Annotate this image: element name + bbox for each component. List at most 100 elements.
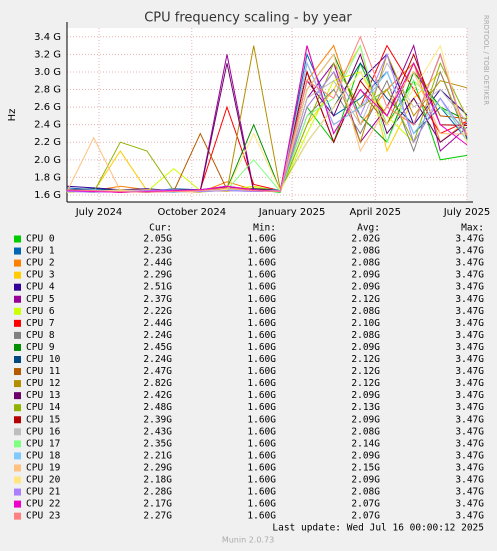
legend-stat: 1.60G: [247, 390, 276, 401]
legend-swatch: [14, 319, 21, 327]
legend-stat: 3.47G: [455, 246, 484, 257]
last-update: Last update: Wed Jul 16 00:00:12 2025: [272, 523, 484, 534]
legend-stat: 2.09G: [351, 475, 380, 486]
chart-title: CPU frequency scaling - by year: [144, 11, 352, 26]
legend-stat: 3.47G: [455, 450, 484, 461]
legend-label: CPU 23: [26, 511, 60, 522]
legend-stat: 1.60G: [247, 306, 276, 317]
y-axis-label: Hz: [7, 109, 18, 122]
x-tick-label: July 2025: [443, 207, 491, 218]
legend-stat: 3.47G: [455, 426, 484, 437]
legend-stat: 2.09G: [351, 390, 380, 401]
legend-stat: 2.12G: [351, 354, 380, 365]
legend-stat: 3.47G: [455, 306, 484, 317]
legend-label: CPU 11: [26, 366, 61, 377]
legend-stat: 2.09G: [351, 450, 380, 461]
legend-swatch: [14, 343, 21, 351]
legend-label: CPU 14: [26, 402, 61, 413]
legend-label: CPU 5: [26, 294, 55, 305]
legend-label: CPU 6: [26, 306, 55, 317]
legend-stat: 2.09G: [351, 414, 380, 425]
legend-stat: 2.51G: [143, 282, 172, 293]
legend-stat: 1.60G: [247, 414, 276, 425]
legend-stat: 1.60G: [247, 499, 276, 510]
legend-header: Min:: [253, 223, 276, 234]
legend-stat: 3.47G: [455, 511, 484, 522]
legend-swatch: [14, 331, 21, 339]
legend-stat: 2.08G: [351, 487, 380, 498]
legend-stat: 2.24G: [143, 354, 172, 365]
legend-swatch: [14, 283, 21, 291]
legend-label: CPU 1: [26, 246, 55, 257]
credit: Munin 2.0.73: [222, 536, 274, 545]
legend-stat: 2.37G: [143, 294, 172, 305]
legend-stat: 2.12G: [351, 378, 380, 389]
legend-swatch: [14, 500, 21, 508]
legend-stat: 3.47G: [455, 378, 484, 389]
legend-stat: 3.47G: [455, 499, 484, 510]
legend-stat: 2.14G: [351, 438, 380, 449]
y-tick-label: 3.4 G: [34, 32, 61, 43]
legend-stat: 1.60G: [247, 450, 276, 461]
legend-stat: 3.47G: [455, 354, 484, 365]
legend-stat: 2.08G: [351, 330, 380, 341]
x-tick-label: July 2024: [75, 207, 123, 218]
legend-swatch: [14, 488, 21, 496]
legend-stat: 1.60G: [247, 318, 276, 329]
legend-label: CPU 12: [26, 378, 60, 389]
legend-swatch: [14, 356, 21, 363]
legend-swatch: [14, 259, 21, 267]
legend-swatch: [14, 452, 21, 460]
legend-stat: 2.09G: [351, 270, 380, 281]
legend-stat: 2.08G: [351, 426, 380, 437]
legend-stat: 1.60G: [247, 438, 276, 449]
legend-label: CPU 15: [26, 414, 60, 425]
x-tick-label: October 2024: [157, 207, 226, 218]
legend-label: CPU 22: [26, 499, 60, 510]
y-tick-label: 1.8 G: [34, 172, 61, 183]
legend-header: Avg:: [357, 223, 380, 234]
legend-swatch: [14, 464, 21, 472]
legend-label: CPU 0: [26, 234, 55, 245]
legend-swatch: [14, 512, 21, 520]
legend-stat: 2.47G: [143, 366, 172, 377]
legend-stat: 2.18G: [143, 475, 172, 486]
legend-stat: 2.08G: [351, 258, 380, 269]
legend-label: CPU 2: [26, 258, 55, 269]
legend-stat: 3.47G: [455, 282, 484, 293]
legend-stat: 3.47G: [455, 402, 484, 413]
legend-stat: 2.24G: [143, 330, 172, 341]
legend-stat: 3.47G: [455, 330, 484, 341]
legend-stat: 2.12G: [351, 366, 380, 377]
x-tick-label: April 2025: [350, 207, 401, 218]
legend-stat: 2.43G: [143, 426, 172, 437]
legend-label: CPU 4: [26, 282, 55, 293]
legend-swatch: [14, 440, 21, 448]
legend-stat: 2.35G: [143, 438, 172, 449]
legend-stat: 1.60G: [247, 234, 276, 245]
legend-stat: 3.47G: [455, 487, 484, 498]
legend-stat: 2.39G: [143, 414, 172, 425]
legend-stat: 3.47G: [455, 414, 484, 425]
legend-swatch: [14, 392, 21, 400]
legend-stat: 3.47G: [455, 438, 484, 449]
legend-stat: 1.60G: [247, 330, 276, 341]
legend-label: CPU 18: [26, 450, 61, 461]
legend-stat: 2.15G: [351, 462, 380, 473]
legend-stat: 1.60G: [247, 475, 276, 486]
legend-stat: 3.47G: [455, 475, 484, 486]
legend-swatch: [14, 380, 21, 388]
legend-stat: 3.47G: [455, 390, 484, 401]
legend-label: CPU 7: [26, 318, 55, 329]
legend-label: CPU 20: [26, 475, 61, 486]
legend-stat: 3.47G: [455, 294, 484, 305]
x-tick-label: January 2025: [258, 207, 326, 218]
legend-stat: 1.60G: [247, 258, 276, 269]
legend-swatch: [14, 428, 21, 436]
legend-stat: 2.48G: [143, 402, 172, 413]
legend-label: CPU 13: [26, 390, 60, 401]
legend-label: CPU 21: [26, 487, 61, 498]
legend-stat: 2.12G: [351, 294, 380, 305]
legend-label: CPU 10: [26, 354, 61, 365]
